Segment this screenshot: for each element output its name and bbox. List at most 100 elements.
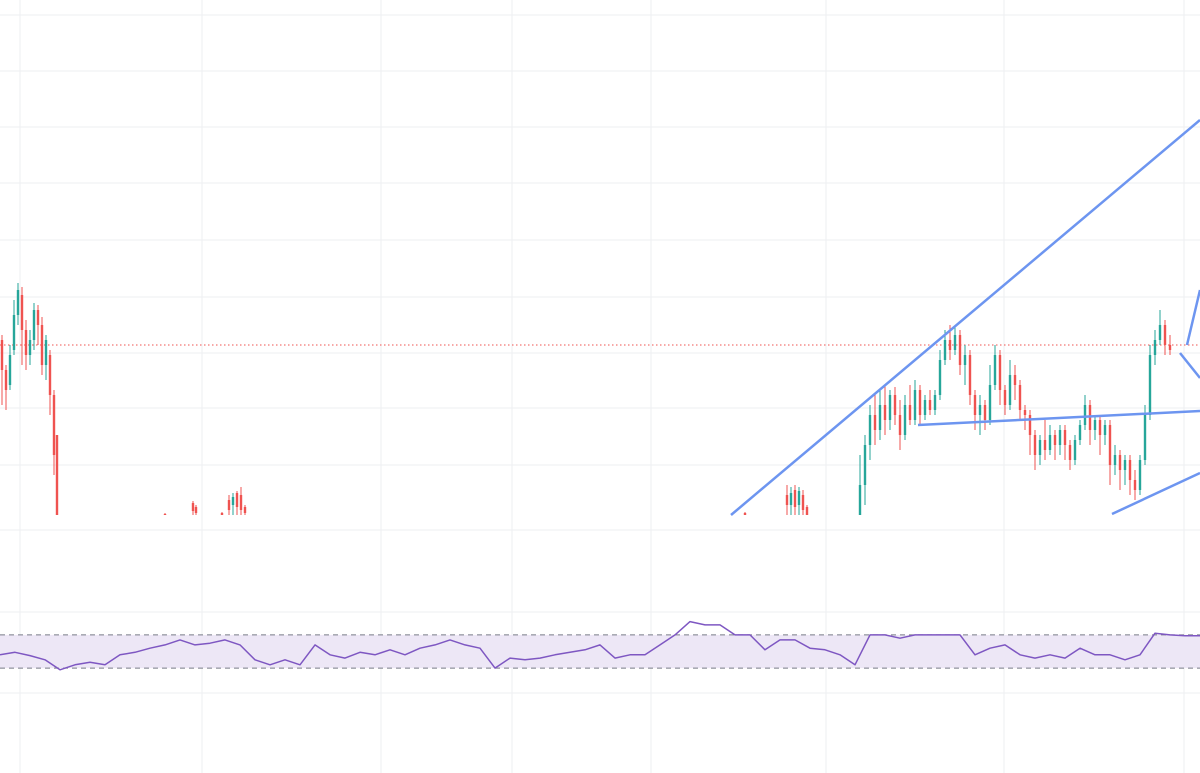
candle-body [938, 360, 942, 395]
candle-body [1158, 325, 1162, 340]
candle-body [797, 491, 801, 505]
rsi-line [0, 620, 1200, 671]
candle-body [20, 295, 24, 330]
candle-body [1108, 425, 1112, 465]
candle-body [1028, 415, 1032, 435]
candle-body [948, 340, 952, 350]
candle-body [194, 507, 198, 513]
candle-body [908, 405, 912, 420]
candle-body [928, 400, 932, 410]
candle-body [191, 503, 195, 511]
candle-body [1048, 435, 1052, 450]
candle-body [243, 507, 247, 513]
candle-body [220, 513, 224, 515]
candle-body [231, 497, 235, 505]
candle-body [1008, 375, 1012, 405]
candle-body [883, 405, 887, 420]
candle-body [1083, 405, 1087, 425]
trend-line [1111, 471, 1200, 516]
candle-body [933, 395, 937, 410]
candle-body [793, 490, 797, 507]
drawings [730, 119, 1200, 516]
candle-body [983, 405, 987, 420]
candle-body [1043, 440, 1047, 450]
trend-line [730, 119, 1200, 516]
candle-body [1073, 440, 1077, 460]
candle-body [12, 315, 16, 350]
candle-body [52, 395, 56, 455]
candle-body [918, 390, 922, 415]
candle-body [805, 507, 809, 515]
rsi-panel [0, 620, 1200, 671]
candle-body [873, 415, 877, 430]
candle-body [903, 405, 907, 435]
candle-body [24, 330, 28, 355]
candle-body [227, 500, 231, 510]
trend-line [1185, 289, 1200, 346]
candle-body [1038, 440, 1042, 455]
candle-body [993, 355, 997, 385]
candle-body [998, 355, 1002, 390]
candle-body [973, 395, 977, 415]
candle-body [968, 355, 972, 395]
candle-body [863, 445, 867, 485]
candle-body [913, 390, 917, 420]
candle-body [1023, 410, 1027, 415]
candle-body [1118, 455, 1122, 470]
candle-body [1078, 425, 1082, 440]
candle-body [1003, 390, 1007, 405]
candle-body [235, 493, 239, 507]
candle-body [1123, 460, 1127, 470]
candle-body [16, 290, 20, 315]
rsi-band [0, 634, 1200, 669]
candle-body [893, 395, 897, 415]
candle-body [978, 405, 982, 415]
candle-body [1063, 430, 1067, 445]
candle-body [898, 415, 902, 435]
candle-body [789, 493, 793, 505]
candle-body [785, 495, 789, 505]
price-panel [0, 283, 1200, 515]
candle-body [953, 335, 957, 350]
candle-body [239, 495, 243, 510]
candle-body [1098, 420, 1102, 435]
candle-body [4, 370, 8, 390]
candle-body [0, 340, 4, 370]
candle-body [1143, 415, 1147, 460]
candle-body [8, 355, 12, 385]
candle-body [32, 310, 36, 340]
candle-body [40, 325, 44, 365]
candle-body [943, 340, 947, 360]
candle-body [36, 310, 40, 325]
candle-body [1163, 325, 1167, 345]
candle-body [1133, 480, 1137, 490]
candle-body [1148, 355, 1152, 415]
candle-body [858, 485, 862, 515]
candle-body [963, 355, 967, 365]
candle-body [1013, 375, 1017, 385]
candle-body [1153, 340, 1157, 355]
candle-body [1103, 425, 1107, 435]
candle-body [1093, 420, 1097, 430]
candle-body [1058, 430, 1062, 445]
trend-line [917, 409, 1200, 427]
candle-body [1113, 455, 1117, 465]
candle-body [1128, 460, 1132, 480]
candle-body [28, 340, 32, 355]
candle-body [1068, 445, 1072, 460]
candle-body [1138, 460, 1142, 490]
candle-body [48, 355, 52, 395]
candle-body [888, 395, 892, 420]
candle-body [1168, 345, 1172, 350]
candle-body [743, 513, 747, 515]
candle-body [923, 400, 927, 415]
candle-body [1053, 435, 1057, 445]
candle-body [958, 335, 962, 365]
trend-line [1179, 352, 1200, 379]
candle-body [1033, 435, 1037, 455]
candle-body [44, 340, 48, 365]
candle-body [878, 405, 882, 430]
candle-body [55, 435, 59, 515]
